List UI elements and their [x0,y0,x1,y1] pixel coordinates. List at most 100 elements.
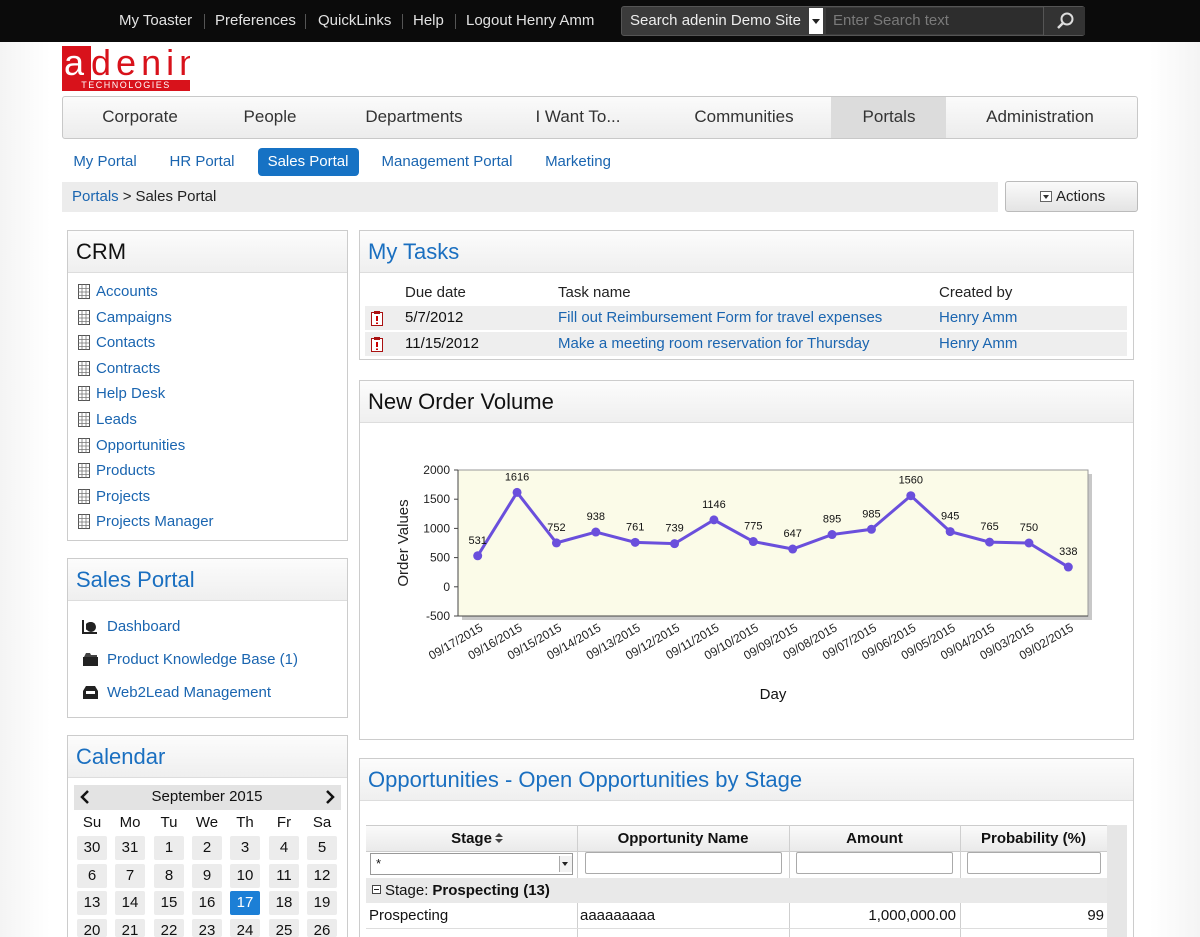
portal-link[interactable]: Product Knowledge Base (1) [107,651,298,668]
breadcrumb-link[interactable]: Portals [72,188,119,205]
crm-link[interactable]: Leads [96,411,137,428]
day[interactable]: 10 [236,867,254,884]
column-header[interactable]: Opportunity Name [617,830,749,847]
crm-link[interactable]: Campaigns [96,308,172,326]
nav-item[interactable]: I Want To... [535,107,621,126]
day[interactable]: 4 [279,839,289,856]
actions-label[interactable]: Actions [1056,188,1106,205]
filter-input[interactable] [585,852,782,874]
day[interactable]: 30 [83,839,101,856]
day-cell[interactable] [192,919,222,937]
day-cell[interactable] [269,864,299,888]
crm-link[interactable]: Projects [96,487,151,505]
day[interactable]: 3 [240,839,250,856]
day-cell[interactable] [269,919,299,937]
day[interactable]: 13 [83,894,101,911]
portal-link[interactable]: Web2Lead Management [107,684,272,701]
day[interactable]: 26 [313,922,331,937]
filter-select[interactable] [370,853,573,875]
day-cell[interactable] [154,891,184,915]
column-header[interactable]: Probability (%) [980,830,1086,847]
task-creator[interactable]: Henry Amm [939,335,1018,352]
day-cell[interactable] [307,836,337,860]
day[interactable]: 21 [121,922,139,937]
crm-link[interactable]: Opportunities [96,436,186,454]
search-input[interactable] [826,8,1043,34]
day[interactable]: 24 [236,922,254,937]
top-link[interactable]: My Toaster [119,12,193,29]
day-cell[interactable] [192,864,222,888]
subnav-item[interactable]: Marketing [545,153,611,170]
day[interactable]: 12 [313,867,331,884]
day[interactable]: 17 [236,894,254,911]
day-cell[interactable] [192,891,222,915]
top-link[interactable]: Help [413,12,444,29]
day[interactable]: 7 [125,867,135,884]
crm-link[interactable]: Contacts [96,334,156,352]
day[interactable]: 2 [202,839,212,856]
day-cell[interactable] [269,836,299,860]
task-name[interactable]: Make a meeting room reservation for Thur… [558,335,870,352]
crm-link[interactable]: Projects Manager [96,513,214,531]
day[interactable]: 23 [198,922,216,937]
day-cell[interactable] [230,919,260,937]
day[interactable]: 18 [275,894,293,911]
day-cell[interactable] [115,836,145,860]
task-name[interactable]: Fill out Reimbursement Form for travel e… [558,309,883,326]
filter-input[interactable] [796,852,953,874]
day[interactable]: 25 [275,922,293,937]
top-link[interactable]: QuickLinks [318,12,392,29]
day[interactable]: 9 [202,867,212,884]
day[interactable]: 1 [164,839,174,856]
day[interactable]: 8 [164,867,174,884]
nav-item[interactable]: Communities [694,107,794,126]
day[interactable]: 5 [317,839,327,856]
day-cell[interactable] [307,919,337,937]
day-cell[interactable] [307,891,337,915]
column-header[interactable]: Amount [846,830,903,847]
nav-item[interactable]: Administration [986,107,1094,126]
day-cell[interactable] [192,836,222,860]
day[interactable]: 15 [160,894,178,911]
day-cell[interactable] [230,836,260,860]
day[interactable]: 20 [83,922,101,937]
crm-link[interactable]: Contracts [96,359,161,377]
day-cell[interactable] [77,919,107,937]
day-cell[interactable] [115,864,145,888]
subnav-item[interactable]: My Portal [73,153,137,170]
scope-dropdown[interactable] [809,8,823,34]
subnav-item[interactable]: Management Portal [381,153,513,170]
actions-button[interactable] [1005,181,1138,212]
day[interactable]: 14 [121,894,139,911]
calendar-next[interactable] [324,789,336,805]
day[interactable]: 22 [160,922,178,937]
day-cell[interactable] [115,919,145,937]
nav-item[interactable]: People [243,107,297,126]
day-cell[interactable] [230,864,260,888]
nav-item[interactable]: Corporate [102,107,178,126]
day-cell[interactable] [154,919,184,937]
top-link[interactable]: Preferences [215,12,296,29]
day-cell[interactable] [307,864,337,888]
day-cell[interactable] [77,836,107,860]
day[interactable]: 31 [121,839,139,856]
day-cell[interactable] [154,864,184,888]
subnav-item[interactable]: Sales Portal [267,153,349,170]
day[interactable]: 16 [198,894,216,911]
day[interactable]: 6 [87,867,97,884]
top-link[interactable]: Logout Henry Amm [466,12,595,29]
day-cell[interactable] [154,836,184,860]
day-cell[interactable] [230,891,260,915]
day[interactable]: 19 [313,894,331,911]
search-button[interactable] [1043,7,1085,35]
day-cell[interactable] [77,891,107,915]
column-header[interactable]: Stage [451,830,492,847]
day[interactable]: 11 [276,867,292,884]
crm-link[interactable]: Products [96,462,156,480]
collapse-icon[interactable] [372,885,381,894]
crm-link[interactable]: Help Desk [96,385,166,403]
day-cell[interactable] [77,864,107,888]
day-cell[interactable] [115,891,145,915]
subnav-item[interactable]: HR Portal [169,153,235,170]
filter-input[interactable] [967,852,1101,874]
